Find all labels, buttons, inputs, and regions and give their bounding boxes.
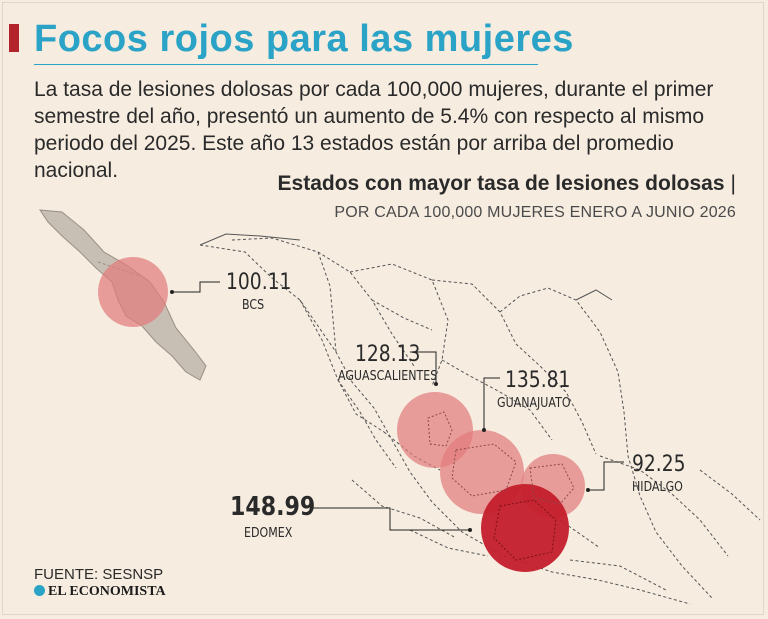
intro-paragraph: La tasa de lesiones dolosas por cada 100… bbox=[34, 78, 714, 182]
map-subtitle: POR CADA 100,000 MUJERES ENERO A JUNIO 2… bbox=[334, 204, 736, 221]
label-aguascalientes-value: 128.13 bbox=[355, 342, 421, 367]
label-guanajuato-value: 135.81 bbox=[505, 368, 571, 393]
map-title-text: Estados con mayor tasa de lesiones dolos… bbox=[277, 172, 725, 195]
label-guanajuato-state: GUANAJUATO bbox=[497, 396, 571, 411]
map-title: Estados con mayor tasa de lesiones dolos… bbox=[278, 172, 736, 196]
page-title: Focos rojos para las mujeres bbox=[34, 18, 574, 60]
label-hidalgo-state: HIDALGO bbox=[632, 480, 683, 495]
source-note: FUENTE: SESNSP bbox=[34, 566, 164, 583]
label-hidalgo-value: 92.25 bbox=[632, 452, 686, 477]
label-edomex-value: 148.99 bbox=[230, 492, 316, 522]
title-underline bbox=[34, 64, 538, 65]
map-title-mark: | bbox=[730, 172, 736, 195]
label-edomex-state: EDOMEX bbox=[244, 526, 293, 541]
marker-edomex[interactable] bbox=[481, 484, 569, 572]
brand-name: EL ECONOMISTA bbox=[48, 584, 166, 599]
coastline bbox=[199, 233, 613, 301]
state-borders bbox=[199, 237, 761, 605]
brand-logo: EL ECONOMISTA bbox=[34, 584, 166, 600]
brand-globe-icon bbox=[34, 585, 45, 596]
label-bcs-value: 100.11 bbox=[226, 270, 292, 295]
title-accent-bar bbox=[9, 24, 19, 52]
leader-lines bbox=[172, 281, 624, 531]
label-aguascalientes-state: AGUASCALIENTES bbox=[338, 369, 438, 384]
marker-bcs[interactable] bbox=[98, 257, 168, 327]
label-bcs-state: BCS bbox=[242, 298, 265, 313]
